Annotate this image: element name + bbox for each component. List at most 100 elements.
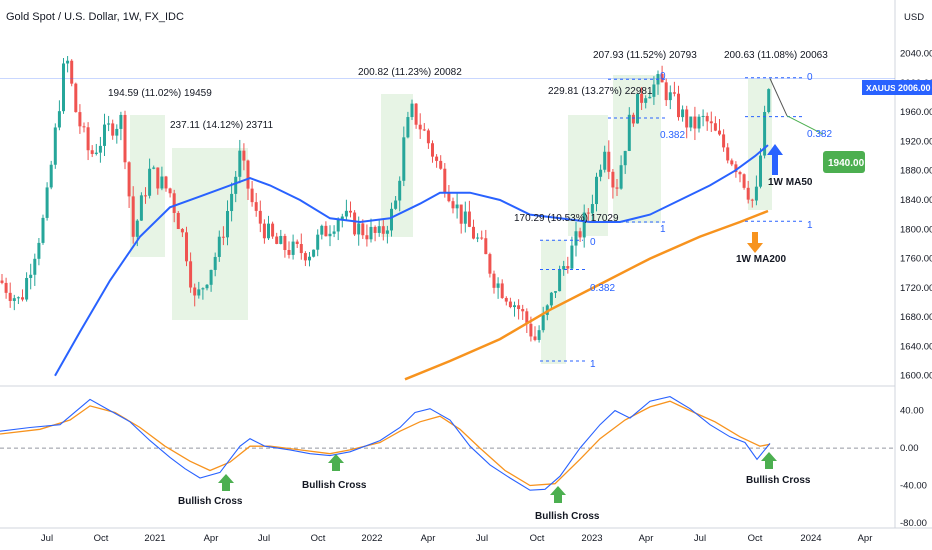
candle-body [730,160,734,165]
candle-body [439,160,443,169]
bullish-cross-label: Bullish Cross [178,496,243,507]
symbol-badge-text: XAUUSD [866,83,902,93]
candle-body [119,114,123,129]
time-tick-label: Oct [748,533,763,544]
candle-body [599,169,603,177]
candle-body [529,323,533,337]
candle-body [98,145,102,153]
candle-body [713,123,717,131]
candle-body [644,98,648,103]
candle-body [582,212,586,238]
candle-body [754,186,758,201]
candle-body [123,114,127,163]
candle-body [463,211,467,224]
bullish-cross-arrow [761,452,777,469]
fib-level-label: 1 [807,220,813,231]
time-tick-label: 2021 [144,533,165,544]
price-tick-label: 1920.00 [900,136,932,147]
fib-level-label: 0 [807,72,813,83]
candle-body [484,238,488,255]
candle-body [234,176,238,194]
candle-body [197,289,201,296]
candle-body [627,114,631,151]
consolidation-zone [541,240,566,364]
ma200-line [404,209,769,381]
candle-body [246,160,250,189]
candle-body [385,230,389,234]
candle-body [447,192,451,202]
candle-body [521,309,525,312]
candle-body [640,93,644,103]
candle-body [312,249,316,257]
candle-body [426,130,430,144]
candle-body [139,195,143,221]
oscillator-tick-label: -40.00 [900,481,927,492]
oscillator-line [0,396,771,491]
candle-body [275,236,279,244]
candle-body [652,84,656,97]
candle-body [291,241,295,255]
candle-body [152,167,156,169]
candle-body [570,245,574,269]
ma50-arrow [767,144,783,175]
candle-body [66,60,70,64]
candle-body [586,212,590,214]
candle-body [422,129,426,131]
consolidation-zone [172,148,248,320]
candle-body [144,195,147,197]
candle-body [62,63,65,112]
candle-body [517,305,521,310]
candle-body [504,297,508,302]
price-tick-label: 1680.00 [900,312,932,323]
fib-level-label: 0.382 [590,283,615,294]
annotation-label: 200.63 (11.08%) 20063 [724,50,828,61]
candles-layer [0,56,771,343]
candle-body [631,114,635,124]
candle-body [488,254,492,274]
time-tick-label: Apr [204,533,219,544]
oscillator-signal-line [0,400,771,487]
candle-body [299,243,303,254]
time-tick-label: Oct [530,533,545,544]
candle-body [164,176,168,189]
candle-body [41,217,45,243]
candle-body [595,176,598,205]
currency-label: USD [904,12,924,23]
target-badge [823,151,865,173]
candle-body [750,199,754,201]
fib-level-label: 0 [590,237,596,248]
candle-body [513,305,516,308]
candle-body [189,261,193,288]
oscillator-tick-label: -80.00 [900,518,927,529]
candle-body [508,301,512,308]
time-tick-label: 2022 [361,533,382,544]
candle-body [705,115,709,122]
candle-body [685,109,689,128]
candle-body [681,109,685,118]
candle-body [677,93,680,118]
candle-body [390,208,393,231]
price-tick-label: 1800.00 [900,224,932,235]
candle-body [562,266,566,270]
candle-body [37,242,41,259]
candle-body [636,93,639,124]
candle-body [558,269,562,292]
candle-body [303,253,307,261]
candle-body [365,235,369,240]
price-tick-label: 1760.00 [900,254,932,265]
candle-body [443,168,447,193]
candle-body [156,167,160,189]
candle-body [57,111,61,128]
candle-body [0,280,4,283]
candle-body [373,226,377,233]
candle-body [25,277,29,300]
projection-line [786,115,824,135]
candle-body [324,225,328,237]
candle-body [664,82,668,101]
fib-layer [0,77,895,362]
time-tick-label: Apr [421,533,436,544]
bullish-cross-arrow [218,474,234,491]
price-tick-label: 1960.00 [900,107,932,118]
oscillator-tick-label: 0.00 [900,443,919,454]
candle-body [12,298,16,301]
